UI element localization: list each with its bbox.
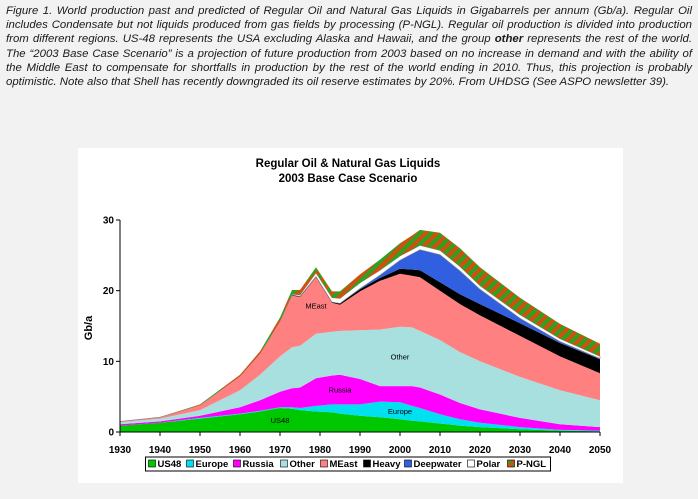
chart-panel: Regular Oil & Natural Gas Liquids 2003 B… bbox=[78, 148, 623, 483]
area-label-meast: MEast bbox=[305, 302, 327, 311]
x-tick-label: 2050 bbox=[589, 445, 612, 456]
chart-subtitle: 2003 Base Case Scenario bbox=[279, 173, 418, 185]
x-tick-label: 1960 bbox=[229, 445, 252, 456]
x-tick-label: 2020 bbox=[469, 445, 492, 456]
caption-bold-other: other bbox=[494, 33, 524, 46]
legend-label-us48: US48 bbox=[158, 459, 182, 470]
legend-swatch-p-ngl bbox=[507, 459, 515, 468]
legend-label-deepwater: Deepwater bbox=[414, 459, 462, 470]
legend-box bbox=[145, 456, 551, 472]
area-other bbox=[120, 326, 600, 428]
x-tick-label: 2040 bbox=[549, 445, 572, 456]
area-label-us48: US48 bbox=[271, 416, 290, 425]
chart-title: Regular Oil & Natural Gas Liquids bbox=[256, 158, 441, 170]
area-label-other: Other bbox=[391, 352, 410, 361]
y-tick-label: 10 bbox=[103, 357, 115, 368]
x-tick-label: 2030 bbox=[509, 445, 532, 456]
legend-swatch-russia bbox=[233, 459, 241, 468]
caption-text-1: Figure 1. World production past and pred… bbox=[6, 5, 692, 46]
legend-swatch-europe bbox=[186, 459, 194, 468]
legend-swatch-us48 bbox=[148, 459, 156, 468]
area-series-group bbox=[119, 229, 601, 432]
y-axis-label: Gb/a bbox=[83, 315, 95, 340]
legend-label-other: Other bbox=[290, 459, 316, 470]
area-deepwater bbox=[120, 249, 600, 422]
area-label-russia: Russia bbox=[329, 386, 353, 395]
area-heavy bbox=[120, 268, 600, 422]
area-us48 bbox=[120, 408, 600, 432]
caption-text-2: represents the rest of the world. The “2… bbox=[6, 33, 692, 89]
x-tick-label: 1950 bbox=[189, 445, 212, 456]
area-russia bbox=[120, 374, 600, 431]
area-europe bbox=[120, 401, 600, 432]
area-p-ngl bbox=[120, 229, 600, 422]
x-tick-label: 1940 bbox=[149, 445, 172, 456]
x-tick-label: 2000 bbox=[389, 445, 412, 456]
y-tick-label: 20 bbox=[103, 286, 115, 297]
area-label-europe: Europe bbox=[388, 407, 412, 416]
y-tick-label: 30 bbox=[103, 216, 115, 227]
legend: US48 Europe Russia Other MEast Heavy Deepwater… bbox=[145, 456, 551, 472]
legend-swatch-polar bbox=[467, 459, 475, 468]
legend-swatch-heavy bbox=[363, 459, 371, 468]
legend-swatch-other bbox=[280, 459, 288, 468]
legend-swatch-deepwater bbox=[404, 459, 412, 468]
legend-label-p-ngl: P-NGL bbox=[517, 459, 547, 470]
figure-caption: Figure 1. World production past and pred… bbox=[6, 4, 692, 89]
x-tick-label: 1930 bbox=[109, 445, 132, 456]
area-polar bbox=[119, 245, 601, 422]
legend-label-meast: MEast bbox=[330, 459, 359, 470]
x-tick-label: 1970 bbox=[269, 445, 292, 456]
x-tick-label: 1980 bbox=[309, 445, 332, 456]
legend-label-europe: Europe bbox=[196, 459, 229, 470]
production-area-chart: Regular Oil & Natural Gas Liquids 2003 B… bbox=[83, 158, 612, 472]
legend-swatch-meast bbox=[320, 459, 328, 468]
x-tick-label: 1990 bbox=[349, 445, 372, 456]
legend-label-russia: Russia bbox=[243, 459, 275, 470]
y-tick-label: 0 bbox=[108, 428, 114, 439]
legend-label-polar: Polar bbox=[477, 459, 501, 470]
area-label-group: MEast Other Russia Europe US48 bbox=[271, 302, 412, 425]
x-tick-label: 2010 bbox=[429, 445, 452, 456]
legend-label-heavy: Heavy bbox=[373, 459, 402, 470]
area-meast bbox=[120, 273, 600, 423]
